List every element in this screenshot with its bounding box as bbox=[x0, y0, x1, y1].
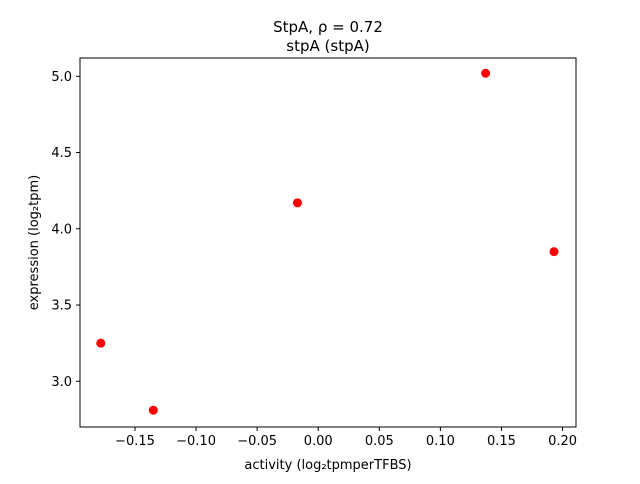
plot-frame bbox=[79, 57, 577, 428]
y-tick-label: 5.0 bbox=[51, 70, 72, 85]
x-tick-label: 0.20 bbox=[548, 434, 577, 449]
y-tick-label: 4.0 bbox=[51, 222, 72, 237]
x-tick-label: −0.05 bbox=[237, 434, 277, 449]
y-tick-label: 3.5 bbox=[51, 299, 72, 314]
x-tick-label: 0.05 bbox=[365, 434, 394, 449]
chart-title-line-1: StpA, ρ = 0.72 bbox=[273, 18, 383, 36]
x-tick-label: 0.15 bbox=[487, 434, 516, 449]
data-point bbox=[148, 405, 158, 415]
chart-title-line-2: stpA (stpA) bbox=[286, 37, 369, 55]
y-tick-label: 3.0 bbox=[51, 375, 72, 390]
x-tick-label: −0.15 bbox=[115, 434, 155, 449]
x-axis-label: activity (log₂tpmperTFBS) bbox=[244, 458, 411, 473]
data-points bbox=[96, 68, 559, 415]
y-axis-label: expression (log₂tpm) bbox=[27, 175, 42, 310]
data-point bbox=[549, 247, 559, 257]
data-point bbox=[292, 198, 302, 208]
data-point bbox=[481, 68, 491, 78]
data-point bbox=[96, 338, 106, 348]
y-tick-label: 4.5 bbox=[51, 146, 72, 161]
axis-ticks: −0.15 −0.10 −0.05 0.00 0.05 0.10 0.15 0.20 3.0 3.… bbox=[51, 70, 577, 449]
x-tick-label: 0.10 bbox=[426, 434, 455, 449]
x-tick-label: 0.00 bbox=[304, 434, 333, 449]
x-tick-label: −0.10 bbox=[176, 434, 216, 449]
